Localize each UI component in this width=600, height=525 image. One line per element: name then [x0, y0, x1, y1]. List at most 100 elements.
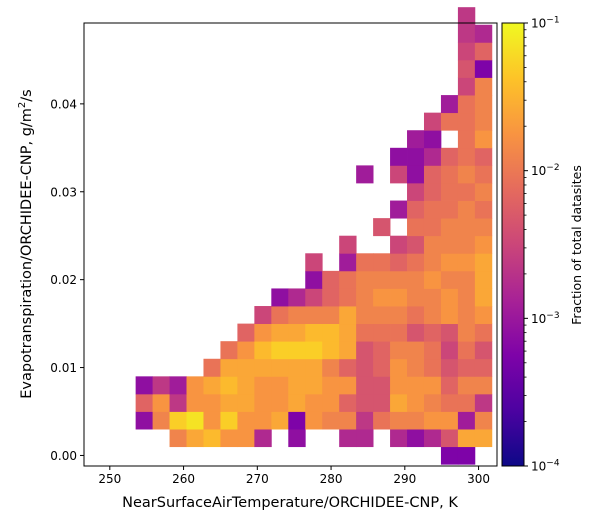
heatmap-cell — [407, 165, 425, 184]
heatmap-cell — [186, 429, 204, 448]
heatmap-cell — [457, 112, 476, 131]
colorbar-tick-label: 10−3 — [531, 311, 560, 326]
heatmap-cell — [288, 411, 306, 430]
heatmap-cell — [305, 323, 323, 342]
heatmap-cell — [186, 376, 204, 395]
heatmap-cell — [440, 411, 459, 430]
heatmap-cell — [322, 358, 340, 377]
heatmap-cell — [440, 393, 459, 412]
colorbar-tick-label: 10−1 — [531, 16, 560, 31]
heatmap-cell — [254, 341, 272, 360]
heatmap-cell — [356, 323, 374, 342]
heatmap-cell — [339, 288, 357, 307]
heatmap-cell — [373, 376, 391, 395]
heatmap-cell — [220, 393, 238, 412]
heatmap-cell — [237, 376, 255, 395]
heatmap-cell — [474, 393, 493, 412]
heatmap-cell — [440, 358, 459, 377]
heatmap-cell — [271, 306, 289, 325]
heatmap-cell — [322, 411, 340, 430]
heatmap-cell — [339, 358, 357, 377]
heatmap-cell — [440, 218, 459, 237]
heatmap-cell — [322, 376, 340, 395]
heatmap-cell — [288, 393, 306, 412]
heatmap-cell — [288, 429, 306, 448]
y-tick-label: 0.02 — [50, 273, 77, 287]
y-tick-label: 0.03 — [50, 185, 77, 199]
heatmap-cell — [423, 165, 442, 184]
x-tick-label: 250 — [98, 472, 121, 486]
heatmap-cell — [457, 341, 476, 360]
heatmap-cell — [271, 411, 289, 430]
heatmap-cell — [339, 270, 357, 289]
heatmap-cell — [407, 429, 425, 448]
heatmap-cell — [423, 323, 442, 342]
heatmap-cell — [440, 165, 459, 184]
heatmap-cell — [440, 323, 459, 342]
heatmap-cell — [474, 24, 493, 43]
heatmap-cell — [305, 341, 323, 360]
heatmap-cell — [186, 393, 204, 412]
heatmap-cell — [203, 358, 221, 377]
heatmap-cell — [390, 323, 408, 342]
heatmap-cell — [407, 288, 425, 307]
heatmap-cell — [271, 288, 289, 307]
heatmap-cell — [322, 323, 340, 342]
heatmap-cell — [254, 411, 272, 430]
heatmap-cell — [407, 306, 425, 325]
heatmap-cell — [237, 411, 255, 430]
heatmap-cell — [474, 130, 493, 149]
heatmap-cell — [440, 270, 459, 289]
heatmap-cell — [373, 393, 391, 412]
heatmap-cell — [322, 393, 340, 412]
heatmap-cell — [169, 411, 187, 430]
heatmap-cell — [474, 147, 493, 166]
heatmap-cell — [474, 77, 493, 96]
heatmap-cell — [474, 376, 493, 395]
heatmap-cell — [305, 288, 323, 307]
heatmap-cell — [305, 411, 323, 430]
heatmap-cell — [373, 358, 391, 377]
heatmap-cell — [474, 253, 493, 272]
heatmap-cell — [457, 200, 476, 219]
heatmap-cell — [474, 218, 493, 237]
heatmap-cell — [356, 341, 374, 360]
heatmap-cell — [254, 358, 272, 377]
heatmap-cell — [474, 200, 493, 219]
heatmap-cell — [390, 200, 408, 219]
heatmap-cell — [305, 358, 323, 377]
heatmap-cell — [203, 393, 221, 412]
heatmap-cell — [440, 182, 459, 201]
heatmap-cell — [390, 358, 408, 377]
heatmap-cell — [390, 270, 408, 289]
heatmap-cell — [254, 393, 272, 412]
heatmap-cell — [254, 376, 272, 395]
heatmap-cell — [457, 165, 476, 184]
heatmap-cell — [423, 341, 442, 360]
x-tick-label: 280 — [320, 472, 343, 486]
heatmap-cell — [423, 288, 442, 307]
heatmap-cell — [373, 341, 391, 360]
heatmap-cell — [440, 112, 459, 131]
heatmap-cell — [305, 253, 323, 272]
heatmap-cell — [390, 306, 408, 325]
heatmap-cell — [457, 306, 476, 325]
heatmap-cell — [271, 358, 289, 377]
heatmap-cell — [356, 253, 374, 272]
heatmap-cell — [440, 253, 459, 272]
heatmap-cell — [440, 235, 459, 254]
y-axis: 0.00 0.01 0.02 0.03 0.04 — [50, 97, 84, 463]
heatmap-cell — [254, 429, 272, 448]
heatmap-cell — [356, 270, 374, 289]
heatmap-cell — [305, 376, 323, 395]
heatmap-cell — [271, 341, 289, 360]
heatmap-cell — [407, 253, 425, 272]
heatmap-cell — [407, 218, 425, 237]
heatmap-cell — [288, 376, 306, 395]
x-axis-label: NearSurfaceAirTemperature/ORCHIDEE-CNP, … — [122, 495, 458, 511]
heatmap-cell — [390, 376, 408, 395]
heatmap-cell — [305, 306, 323, 325]
heatmap-cell — [407, 341, 425, 360]
heatmap-cell — [407, 393, 425, 412]
